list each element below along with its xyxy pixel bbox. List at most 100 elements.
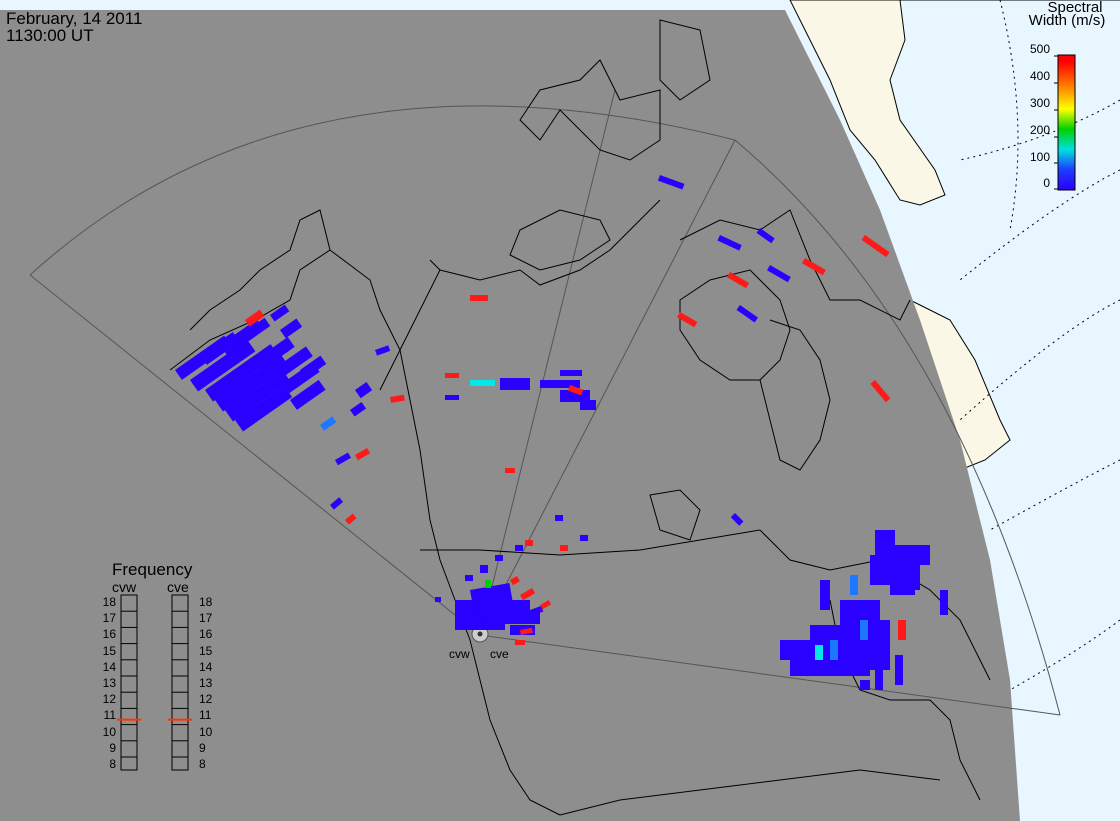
backscatter-cell — [375, 345, 391, 356]
frequency-label-left: 15 — [102, 643, 116, 658]
backscatter-cell — [875, 660, 883, 690]
backscatter-cells — [175, 174, 948, 690]
frequency-label-right: 13 — [199, 676, 213, 690]
time-label: 1130:00 UT — [6, 26, 94, 45]
backscatter-cell — [505, 610, 540, 624]
radar-label-cvw: cvw — [449, 647, 470, 661]
cve-column-label: cve — [167, 579, 189, 595]
backscatter-cell — [915, 545, 930, 565]
backscatter-cell — [580, 535, 588, 541]
backscatter-cell — [657, 174, 685, 190]
backscatter-cell — [736, 305, 759, 323]
frequency-label-left: 16 — [102, 627, 116, 642]
backscatter-cell — [389, 394, 405, 403]
backscatter-cell — [240, 317, 271, 344]
frequency-label-left: 8 — [109, 757, 116, 771]
backscatter-cell — [540, 600, 552, 610]
backscatter-cell — [905, 560, 920, 590]
nightside-shading — [0, 10, 1020, 821]
backscatter-cell — [898, 620, 906, 640]
backscatter-cell — [234, 385, 293, 432]
backscatter-cell — [245, 309, 265, 327]
colorbar-tick-label: 300 — [1029, 96, 1050, 110]
backscatter-cell — [730, 512, 744, 526]
lat-lon-grid — [959, 0, 1120, 691]
backscatter-cell — [350, 401, 367, 417]
backscatter-cell — [815, 645, 823, 660]
frequency-label-left: 10 — [102, 724, 116, 739]
backscatter-cell — [560, 370, 582, 376]
backscatter-cell — [727, 271, 750, 289]
frequency-label-right: 11 — [199, 708, 212, 723]
frequency-label-right: 9 — [199, 740, 206, 755]
backscatter-cell — [560, 390, 590, 402]
spectral-width-colorbar — [1057, 54, 1076, 191]
frequency-label-left: 18 — [102, 595, 116, 609]
backscatter-cell — [189, 339, 256, 392]
backscatter-cell — [540, 380, 580, 388]
backscatter-cell — [525, 540, 533, 546]
colorbar-tick-label: 200 — [1029, 123, 1050, 137]
frequency-label-right: 18 — [199, 595, 213, 609]
backscatter-cell — [895, 655, 903, 685]
backscatter-cell — [485, 580, 491, 588]
colorbar-tick-label: 500 — [1029, 42, 1050, 56]
backscatter-cell — [676, 311, 698, 328]
colorbar-tick-label: 400 — [1029, 69, 1050, 83]
backscatter-cell — [290, 379, 326, 410]
backscatter-cell — [470, 380, 495, 386]
colorbar-tick-marks — [1054, 55, 1058, 190]
backscatter-cell — [445, 373, 459, 378]
frequency-label-right: 12 — [199, 692, 213, 707]
frequency-label-right: 8 — [199, 757, 206, 771]
frequency-label-right: 10 — [199, 724, 213, 739]
colorbar-title-line1: Spectral — [1047, 0, 1103, 16]
frequency-label-right: 17 — [199, 611, 213, 626]
backscatter-cell — [756, 228, 775, 244]
backscatter-cell — [940, 590, 948, 615]
colorbar-tick-label: 0 — [1043, 176, 1050, 190]
backscatter-cell — [334, 452, 351, 466]
colorbar-title-line2: Width (m/s) — [1028, 12, 1106, 29]
backscatter-cell — [465, 575, 473, 581]
backscatter-cell — [515, 640, 525, 645]
radar-label-cve: cve — [490, 647, 509, 661]
frequency-label-left: 9 — [109, 740, 116, 755]
coastlines — [169, 19, 991, 816]
backscatter-cell — [355, 381, 373, 399]
frequency-label-left: 17 — [102, 611, 116, 626]
backscatter-cell — [329, 497, 344, 510]
backscatter-cell — [505, 468, 515, 473]
frequency-title: Frequency — [112, 560, 193, 579]
backscatter-cell — [345, 513, 357, 525]
frequency-label-left: 13 — [102, 676, 116, 690]
backscatter-cell — [495, 555, 503, 561]
backscatter-cell — [265, 346, 313, 385]
backscatter-cell — [850, 575, 858, 595]
cvw-column-label: cvw — [112, 579, 137, 595]
backscatter-cell — [515, 545, 523, 551]
backscatter-cell — [530, 605, 544, 616]
backscatter-cell — [215, 354, 289, 412]
colorbar-tick-label: 100 — [1029, 150, 1050, 164]
date-label: February, 14 2011 — [6, 9, 143, 28]
backscatter-cell — [270, 304, 290, 322]
backscatter-cell — [767, 264, 791, 283]
frequency-label-right: 15 — [199, 643, 213, 658]
backscatter-cell — [320, 416, 337, 431]
backscatter-cell — [717, 235, 742, 251]
backscatter-cell — [520, 627, 533, 635]
greenland-land — [789, 0, 1120, 206]
backscatter-cell — [255, 337, 295, 370]
backscatter-cell — [860, 680, 870, 690]
backscatter-cell — [861, 235, 890, 258]
backscatter-cell — [510, 576, 520, 586]
frequency-label-right: 16 — [199, 627, 213, 642]
backscatter-cell — [355, 448, 371, 461]
frequency-rungs — [121, 610, 188, 758]
backscatter-cell — [279, 318, 303, 339]
backscatter-cell — [500, 378, 530, 390]
frequency-label-left: 12 — [102, 692, 116, 707]
backscatter-cell — [435, 597, 441, 602]
